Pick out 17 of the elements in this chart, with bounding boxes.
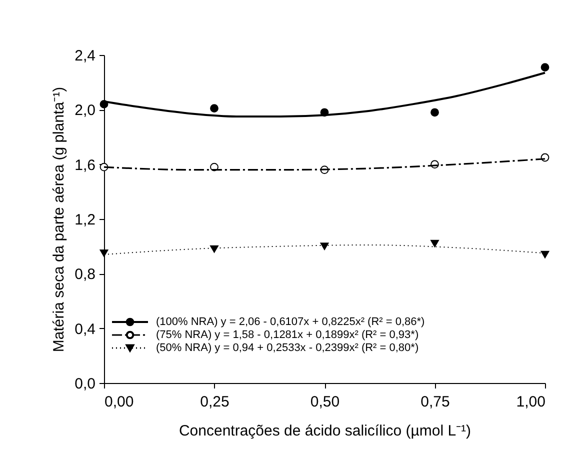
y-tick-label: 0,8 [74, 266, 96, 284]
y-tick-label: 2,4 [74, 48, 96, 64]
x-axis-title: Concentrações de ácido salicílico (µmol L⁻¹) [178, 422, 472, 440]
legend-label: (50% NRA) y = 0,94 + 0,2533x - 0,2399x² (R² = 0,80*) [156, 342, 419, 354]
y-tick-label: 2,0 [74, 102, 96, 120]
x-tick-label: 1,00 [516, 394, 546, 410]
y-tick-label: 0,4 [74, 320, 96, 338]
y-tick-label: 0,0 [74, 376, 96, 392]
x-tick-label: 0,25 [200, 394, 230, 410]
legend-label: (75% NRA) y = 1,58 - 0,1281x + 0,1899x² (R² = 0,93*) [156, 329, 419, 341]
y-tick-label: 1,2 [74, 212, 96, 228]
x-tick-label: 0,00 [104, 394, 134, 410]
y-tick-label: 1,6 [74, 156, 96, 174]
y-axis-title: Matéria seca da parte aérea (g planta⁻¹) [50, 86, 68, 352]
x-tick-label: 0,50 [310, 394, 340, 410]
legend-label: (100% NRA) y = 2,06 - 0,6107x + 0,8225x² (R² = 0,86*) [156, 316, 425, 328]
x-tick-label: 0,75 [420, 394, 450, 410]
